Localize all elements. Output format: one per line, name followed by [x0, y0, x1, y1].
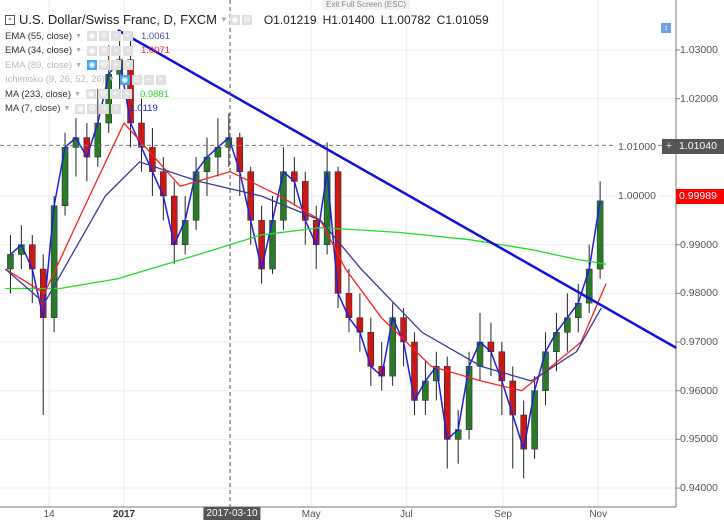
- x-tick-label: Sep: [494, 509, 512, 520]
- indicator-legend-row[interactable]: MA (233, close) ▼ ◉ ⚙ + × 0.9881: [5, 87, 489, 102]
- eye-icon[interactable]: ◉: [85, 89, 96, 100]
- ohlc-close: C1.01059: [436, 12, 489, 27]
- close-icon[interactable]: ×: [155, 74, 166, 85]
- indicator-legend-row[interactable]: Ichimoku (9, 26, 52, 26) ▼ ◉ ⚙ + ×: [5, 73, 489, 88]
- exit-fullscreen-button[interactable]: Exit Full Screen (ESC): [322, 0, 411, 10]
- indicator-line: [5, 121, 607, 392]
- symbol-title-row: - U.S. Dollar/Swiss Franc, D, FXCM ▼ ◉ ⚙ …: [5, 12, 489, 27]
- indicator-label[interactable]: MA (233, close): [5, 88, 71, 100]
- x-tick-label: 2017: [112, 509, 136, 520]
- gear-icon[interactable]: ⚙: [87, 103, 98, 114]
- x-tick-label: Nov: [589, 509, 608, 520]
- plus-icon[interactable]: +: [111, 31, 121, 42]
- indicator-value: 0.9881: [139, 88, 169, 100]
- indicator-legend-row[interactable]: EMA (89, close) ▼ ◉ ⚙ + ×: [5, 58, 489, 73]
- y-tick-label: 0.97000: [680, 336, 718, 349]
- indicator-label[interactable]: EMA (34, close): [5, 45, 73, 57]
- chevron-down-icon[interactable]: ▼: [74, 90, 81, 98]
- symbol-title[interactable]: U.S. Dollar/Swiss Franc, D, FXCM: [19, 12, 217, 27]
- chevron-down-icon[interactable]: ▼: [219, 15, 228, 24]
- indicator-line: [5, 161, 602, 382]
- crosshair-price-tag: 1.01040: [676, 139, 724, 154]
- x-tick-label: 14: [43, 509, 55, 520]
- close-icon[interactable]: ×: [123, 31, 133, 42]
- trendline: [117, 28, 677, 349]
- chart-legend: - U.S. Dollar/Swiss Franc, D, FXCM ▼ ◉ ⚙ …: [5, 12, 489, 116]
- y-tick-label: 0.96000: [680, 384, 718, 397]
- eye-icon[interactable]: ◉: [75, 103, 86, 114]
- indicator-legend-row[interactable]: EMA (55, close) ▼ ◉ ⚙ + × 1.0061: [5, 29, 489, 44]
- eye-icon[interactable]: ◉: [119, 74, 130, 85]
- chevron-down-icon[interactable]: ▼: [75, 61, 82, 69]
- close-icon[interactable]: ×: [123, 60, 133, 71]
- gear-icon[interactable]: ⚙: [99, 60, 109, 71]
- chevron-down-icon[interactable]: ▼: [75, 32, 82, 40]
- ma7-line: [9, 57, 601, 450]
- x-tick-label: Jul: [399, 509, 413, 520]
- plus-icon[interactable]: +: [109, 89, 120, 100]
- y-tick-label: 1.01000: [616, 141, 658, 154]
- indicator-legend-row[interactable]: MA (7, close) ▼ ◉ ⚙ + × 1.0119: [5, 102, 489, 117]
- indicator-line: [5, 226, 607, 290]
- eye-icon[interactable]: ◉: [87, 45, 97, 56]
- plus-icon[interactable]: +: [143, 74, 154, 85]
- gear-icon[interactable]: ⚙: [97, 89, 108, 100]
- indicator-legend-row[interactable]: EMA (34, close) ▼ ◉ ⚙ + × 1.0071: [5, 44, 489, 59]
- ohlc-high: H1.01400: [322, 12, 375, 27]
- y-tick-label: 1.00000: [616, 190, 658, 202]
- y-tick-label: 0.99000: [680, 238, 718, 251]
- gear-icon[interactable]: ⚙: [99, 31, 109, 42]
- indicator-label[interactable]: MA (7, close): [5, 103, 61, 115]
- scale-toggle-icon[interactable]: ↕: [661, 23, 671, 33]
- y-tick-label: 0.94000: [680, 482, 718, 495]
- chevron-down-icon[interactable]: ▼: [107, 76, 115, 84]
- crosshair-date-tag: 2017-03-10: [203, 507, 261, 520]
- x-tick-label: May: [301, 509, 321, 520]
- eye-icon[interactable]: ◉: [229, 14, 240, 25]
- candle-body: [7, 254, 14, 270]
- close-icon[interactable]: ×: [123, 45, 133, 56]
- indicator-label[interactable]: EMA (55, close): [5, 30, 73, 42]
- gear-icon[interactable]: ⚙: [131, 74, 142, 85]
- indicator-label[interactable]: EMA (89, close): [5, 59, 73, 71]
- indicator-value: 1.0119: [129, 103, 158, 115]
- plus-icon[interactable]: +: [111, 60, 121, 71]
- y-tick-label: 0.95000: [680, 433, 718, 446]
- close-icon[interactable]: ×: [121, 89, 132, 100]
- eye-icon[interactable]: ◉: [87, 60, 97, 71]
- close-icon[interactable]: ×: [111, 103, 122, 114]
- ohlc-low: L1.00782: [380, 12, 431, 27]
- plus-icon[interactable]: +: [99, 103, 110, 114]
- add-alert-plus-button[interactable]: +: [662, 139, 676, 154]
- indicator-value: 1.0071: [141, 45, 171, 57]
- eye-icon[interactable]: ◉: [87, 31, 97, 42]
- chevron-down-icon[interactable]: ▼: [75, 47, 82, 55]
- indicator-label[interactable]: Ichimoku (9, 26, 52, 26): [5, 74, 105, 86]
- y-tick-label: 0.98000: [680, 287, 718, 300]
- collapse-icon[interactable]: -: [5, 13, 15, 25]
- gear-icon[interactable]: ⚙: [241, 14, 252, 25]
- y-tick-label: 1.02000: [680, 92, 718, 105]
- last-price-tag: 0.99989: [676, 189, 724, 204]
- indicator-value: 1.0061: [141, 30, 171, 42]
- plus-icon[interactable]: +: [111, 45, 121, 56]
- gear-icon[interactable]: ⚙: [99, 45, 109, 56]
- chevron-down-icon[interactable]: ▼: [63, 105, 71, 113]
- ohlc-open: O1.01219: [263, 12, 317, 27]
- y-tick-label: 1.03000: [680, 44, 718, 56]
